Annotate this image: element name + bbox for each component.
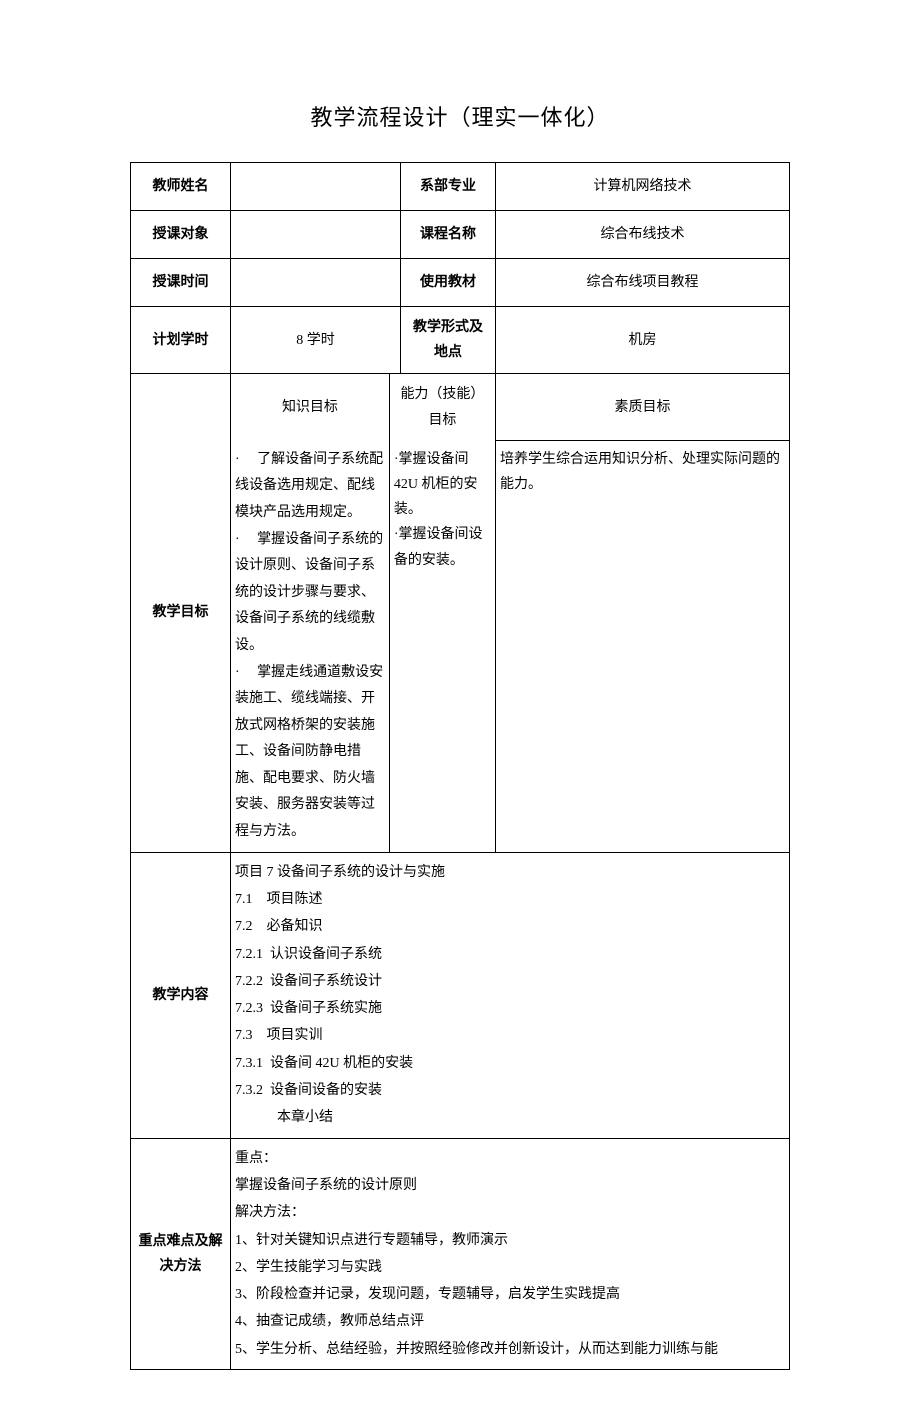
dept-major-label: 系部专业 [401,163,496,211]
lesson-plan-table: 教师姓名 系部专业 计算机网络技术 授课对象 课程名称 综合布线技术 授课时间 … [130,162,790,1370]
goals-label: 教学目标 [131,374,231,852]
table-row: 计划学时 8 学时 教学形式及地点 机房 [131,307,790,374]
page-title: 教学流程设计（理实一体化） [130,100,790,132]
keypoints-label: 重点难点及解决方法 [131,1138,231,1369]
course-name-label: 课程名称 [401,211,496,259]
keypoints-body: 重点： 掌握设备间子系统的设计原则 解决方法： 1、针对关键知识点进行专题辅导，… [231,1138,790,1369]
course-name-value: 综合布线技术 [496,211,790,259]
teach-form-label: 教学形式及地点 [401,307,496,374]
table-row: 重点难点及解决方法 重点： 掌握设备间子系统的设计原则 解决方法： 1、针对关键… [131,1138,790,1369]
table-row: 教师姓名 系部专业 计算机网络技术 [131,163,790,211]
audience-label: 授课对象 [131,211,231,259]
quality-header: 素质目标 [496,374,790,441]
table-row: 授课对象 课程名称 综合布线技术 [131,211,790,259]
skill-content: ·掌握设备间 42U 机柜的安装。 ·掌握设备间设备的安装。 [389,441,495,852]
table-row: 教学目标 知识目标 能力（技能）目标 素质目标 [131,374,790,441]
skill-header: 能力（技能）目标 [389,374,495,440]
plan-hours-label: 计划学时 [131,307,231,374]
textbook-label: 使用教材 [401,259,496,307]
teacher-name-label: 教师姓名 [131,163,231,211]
teach-form-value: 机房 [496,307,790,374]
content-label: 教学内容 [131,852,231,1138]
teach-time-value [231,259,401,307]
teacher-name-value [231,163,401,211]
plan-hours-value: 8 学时 [231,307,401,374]
knowledge-header: 知识目标 [231,374,389,440]
table-row: 授课时间 使用教材 综合布线项目教程 [131,259,790,307]
audience-value [231,211,401,259]
content-body: 项目 7 设备间子系统的设计与实施 7.1 项目陈述 7.2 必备知识 7.2.… [231,852,790,1138]
dept-major-value: 计算机网络技术 [496,163,790,211]
knowledge-content: · 了解设备间子系统配线设备选用规定、配线模块产品选用规定。 · 掌握设备间子系… [231,441,389,852]
table-row: 教学内容 项目 7 设备间子系统的设计与实施 7.1 项目陈述 7.2 必备知识… [131,852,790,1138]
teach-time-label: 授课时间 [131,259,231,307]
quality-content: 培养学生综合运用知识分析、处理实际问题的能力。 [496,441,790,852]
textbook-value: 综合布线项目教程 [496,259,790,307]
